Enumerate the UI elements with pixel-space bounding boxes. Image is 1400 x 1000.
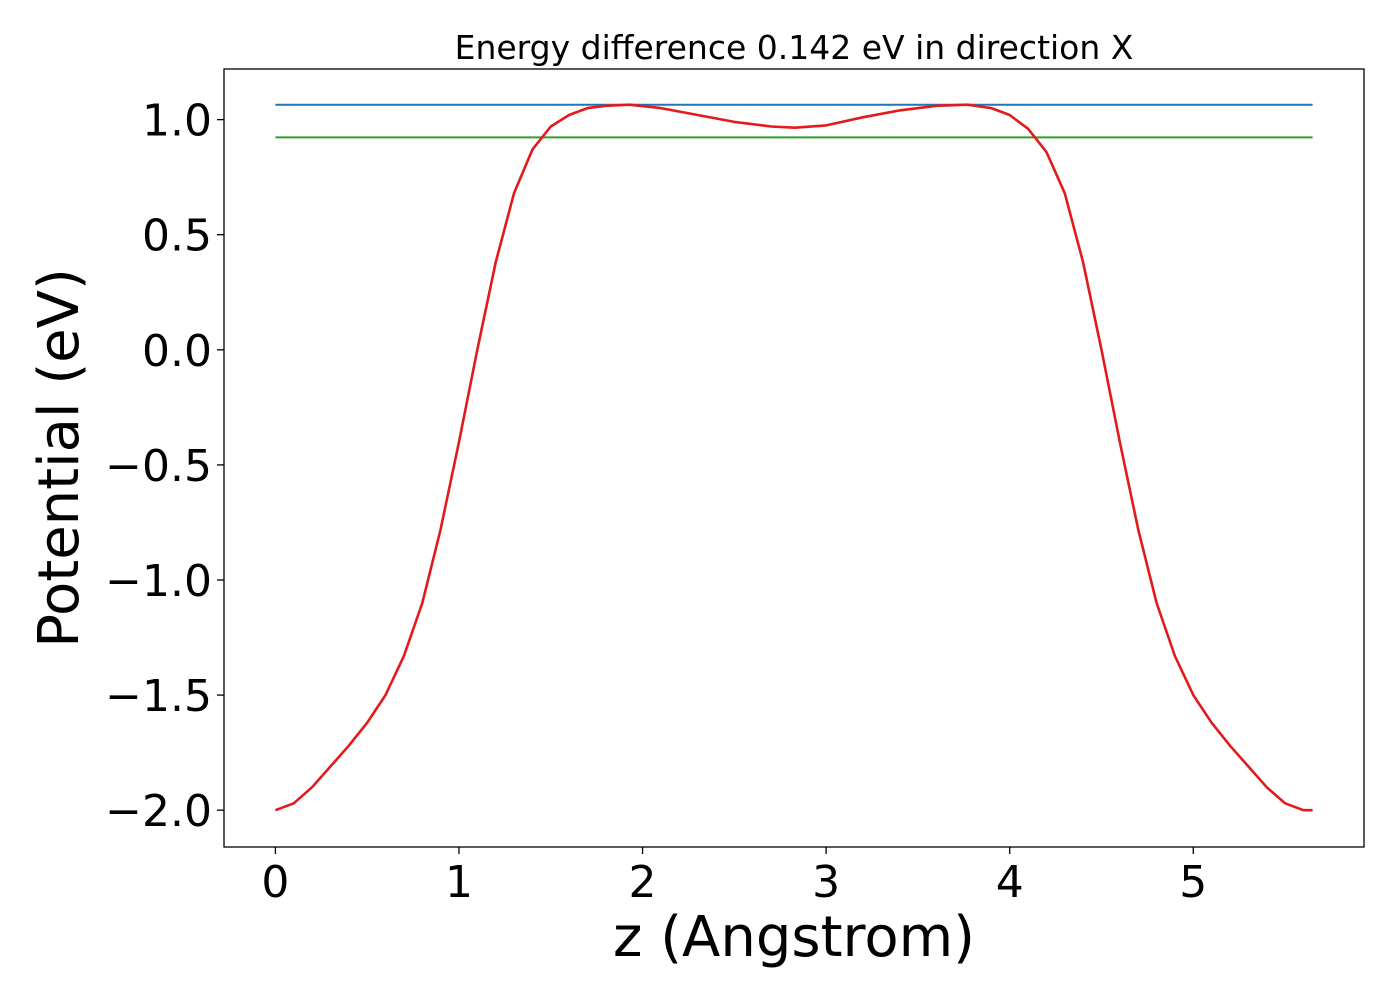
y-tick-label: −1.5 <box>105 671 212 722</box>
chart-title: Energy difference 0.142 eV in direction … <box>455 28 1134 67</box>
tick-marks: 0 1 2 3 4 5 −2.0 −1.5 −1.0 −0.5 0.0 0.5 1.0 <box>105 96 1207 908</box>
series-line-red-curve <box>274 103 1313 812</box>
y-tick-label: 0.0 <box>142 326 212 377</box>
x-tick-label: 0 <box>261 857 289 908</box>
x-axis-label: z (Angstrom) <box>613 905 975 970</box>
y-tick-label: −2.0 <box>105 786 212 837</box>
x-tick-label: 3 <box>812 857 840 908</box>
y-tick-label: −0.5 <box>105 441 212 492</box>
y-tick-label: −1.0 <box>105 556 212 607</box>
y-axis-label: Potential (eV) <box>27 268 92 648</box>
plot-area <box>274 103 1313 812</box>
y-tick-label: 0.5 <box>142 211 212 262</box>
x-tick-label: 4 <box>996 857 1024 908</box>
y-tick-label: 1.0 <box>142 96 212 147</box>
x-tick-label: 5 <box>1179 857 1207 908</box>
x-tick-label: 2 <box>629 857 657 908</box>
x-tick-label: 1 <box>445 857 473 908</box>
plot-frame <box>223 68 1365 848</box>
